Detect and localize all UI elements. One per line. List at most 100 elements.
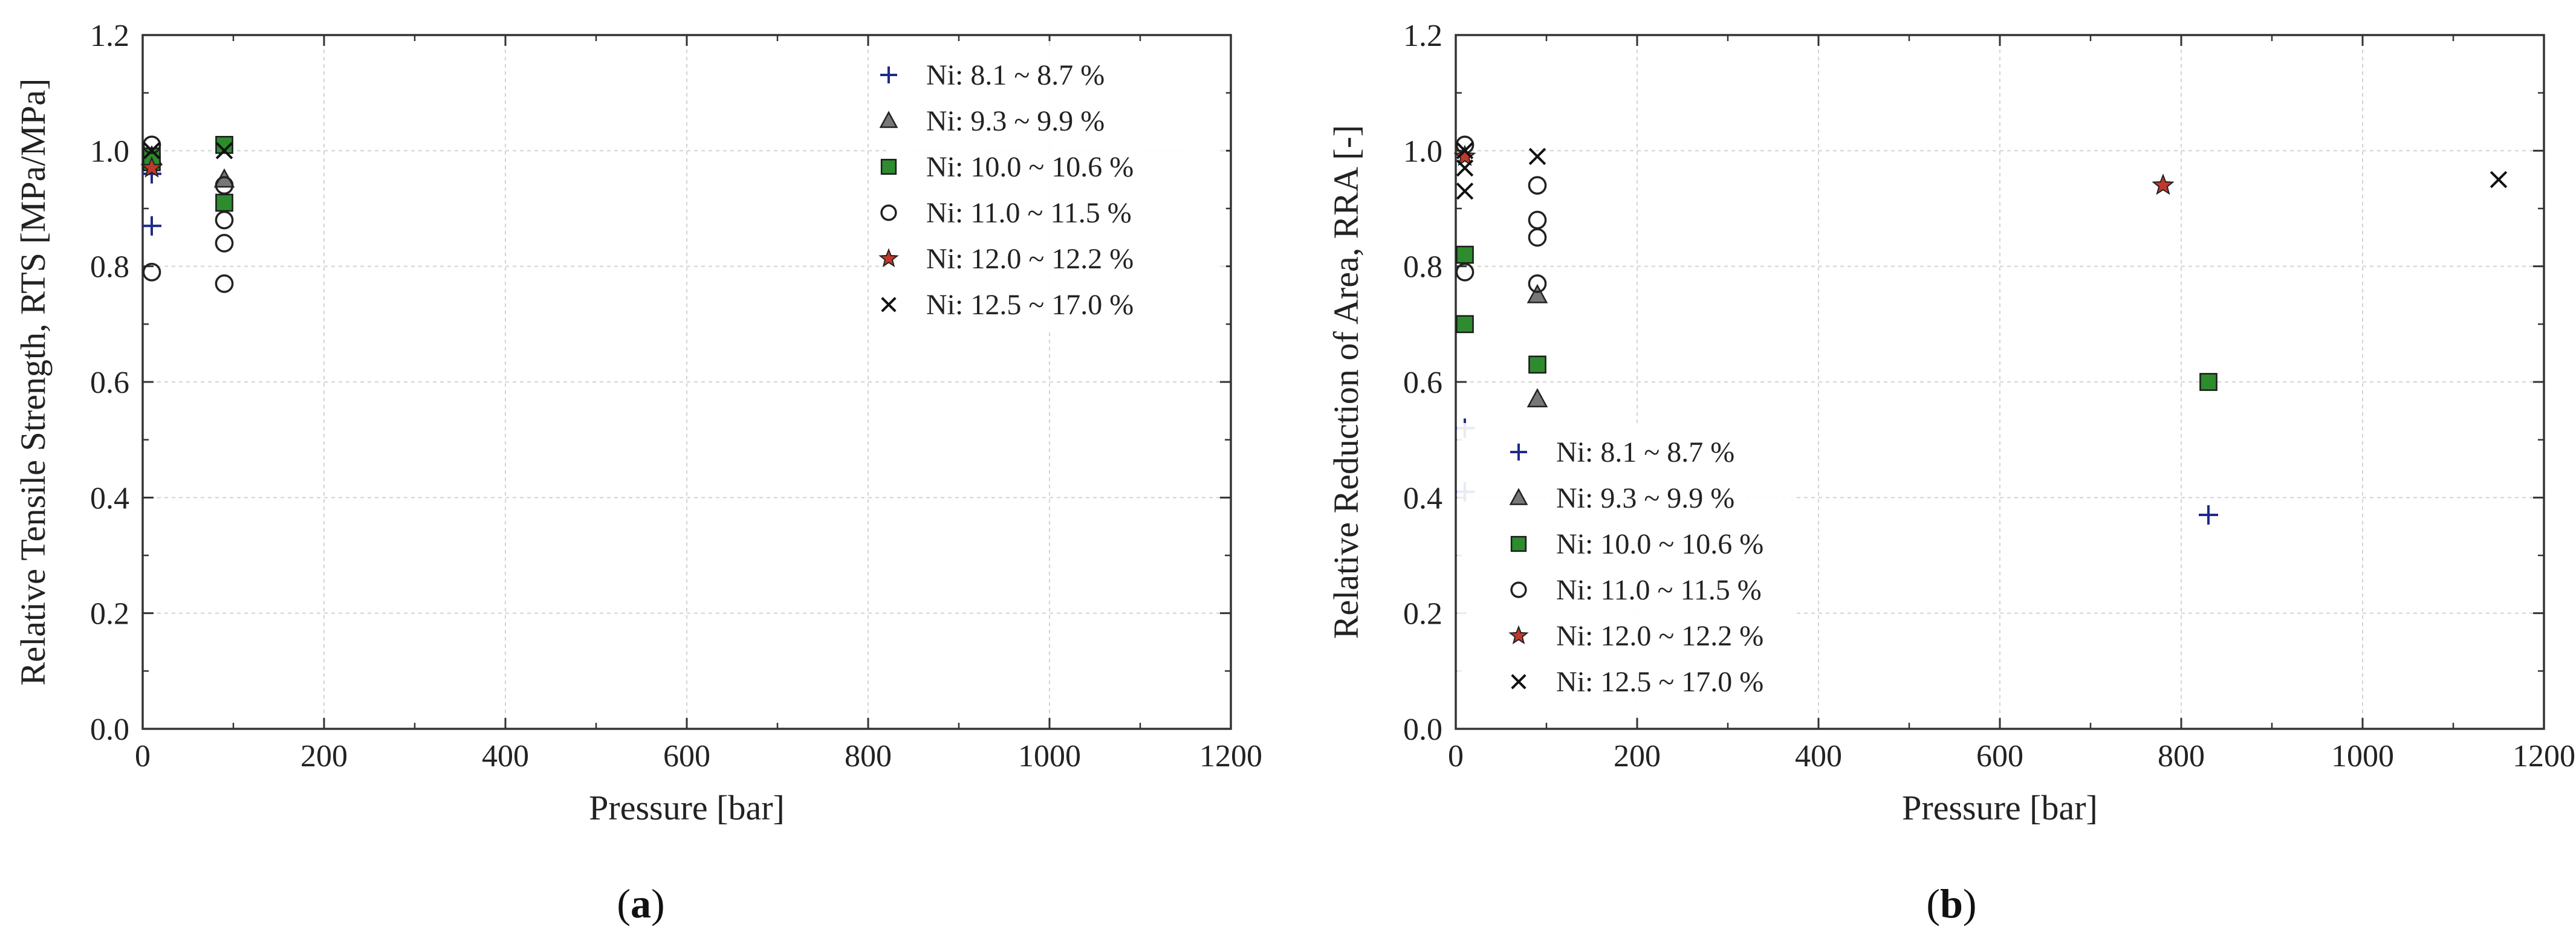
x-tick-label: 1200	[1199, 739, 1262, 774]
y-axis-label: Relative Reduction of Area, RRA [-]	[1326, 125, 1366, 639]
legend-entry-label: Ni: 12.0 ~ 12.2 %	[1556, 620, 1763, 652]
plot-frame	[141, 34, 1232, 730]
data-points	[140, 135, 235, 293]
y-tick-label: 1.0	[90, 134, 129, 169]
data-point-series-1	[2199, 505, 2218, 525]
legend-marker	[1510, 444, 1527, 461]
data-point-series-2	[213, 168, 235, 188]
data-point-series-5	[2152, 173, 2175, 195]
legend-marker	[879, 111, 898, 128]
data-point-series-6	[2490, 170, 2508, 189]
data-point-series-5	[140, 156, 163, 178]
legend-marker	[880, 158, 897, 175]
legend-entry-label: Ni: 12.5 ~ 17.0 %	[926, 289, 1134, 321]
x-tick-label: 800	[2158, 739, 2205, 774]
legend-marker	[1511, 674, 1526, 690]
x-tick-label: 400	[1795, 739, 1842, 774]
x-tick-label: 800	[845, 739, 892, 774]
data-point-series-6	[1456, 183, 1474, 200]
y-tick-label: 0.6	[90, 366, 129, 400]
panel-caption: (b)	[1926, 881, 1976, 926]
y-tick-label: 0.0	[1403, 713, 1442, 747]
legend-marker	[880, 204, 897, 221]
legend-entry-label: Ni: 12.5 ~ 17.0 %	[1556, 666, 1763, 698]
data-points	[1453, 135, 2508, 525]
y-tick-label: 0.8	[1403, 250, 1442, 285]
legend-entry-label: Ni: 8.1 ~ 8.7 %	[1556, 436, 1734, 468]
chart-panel-b: 0 200 400 600 800 1000 1200 0.0 0.2 0.4 0.6 0.8 1.0 1…	[1326, 19, 2575, 926]
data-point-series-3	[1456, 245, 1474, 264]
legend-entry-label: Ni: 9.3 ~ 9.9 %	[926, 105, 1105, 137]
y-tick-label: 0.4	[1403, 481, 1442, 516]
legend-entry-label: Ni: 12.0 ~ 12.2 %	[926, 243, 1134, 275]
legend-marker	[1510, 535, 1527, 552]
data-point-series-4	[1455, 262, 1475, 282]
legend-entry-label: Ni: 11.0 ~ 11.5 %	[926, 197, 1132, 229]
data-point-series-2	[1526, 283, 1548, 303]
data-point-series-6	[1528, 147, 1546, 166]
data-point-series-4	[1528, 228, 1547, 247]
legend: Ni: 8.1 ~ 8.7 % Ni: 9.3 ~ 9.9 % Ni: 10.0 ~…	[878, 41, 1226, 331]
data-point-series-6	[1456, 142, 1474, 160]
x-tick-label: 400	[482, 739, 529, 774]
data-point-series-6	[1456, 159, 1474, 177]
y-tick-label: 0.0	[90, 713, 129, 747]
x-axis-label: Pressure [bar]	[1902, 788, 2098, 827]
data-point-series-6	[215, 142, 233, 160]
data-point-series-4	[215, 210, 234, 230]
chart-panel-a: 0 200 400 600 800 1000 1200 0.0 0.2 0.4 0.6 0.8 1.0 1…	[13, 19, 1262, 926]
data-point-series-4	[1528, 176, 1547, 195]
data-point-series-1	[142, 216, 161, 236]
data-point-series-3	[1528, 355, 1546, 374]
data-point-series-3	[215, 193, 233, 212]
y-tick-label: 0.6	[1403, 366, 1442, 400]
legend-entry-label: Ni: 10.0 ~ 10.6 %	[926, 151, 1134, 183]
data-point-series-4	[215, 234, 234, 253]
legend: Ni: 8.1 ~ 8.7 % Ni: 9.3 ~ 9.9 % Ni: 10.0 ~…	[1457, 423, 1796, 713]
ticks: 0 200 400 600 800 1000 1200 0.0 0.2 0.4 0.6 0.8 1.0 1…	[1403, 19, 2575, 774]
x-tick-label: 1000	[2331, 739, 2394, 774]
legend-marker	[878, 248, 899, 268]
x-tick-label: 0	[1448, 739, 1464, 774]
y-axis-label: Relative Tensile Strength, RTS [MPa/MPa]	[13, 79, 53, 686]
y-tick-label: 0.4	[90, 481, 129, 516]
legend-entry-label: Ni: 10.0 ~ 10.6 %	[1556, 528, 1763, 560]
legend-marker	[1508, 625, 1529, 645]
legend-background	[887, 41, 1226, 331]
x-tick-label: 1200	[2513, 739, 2575, 774]
legend-background	[1457, 423, 1796, 713]
legend-entry-label: Ni: 11.0 ~ 11.5 %	[1556, 574, 1762, 606]
y-tick-label: 0.2	[90, 597, 129, 632]
legend-marker	[880, 66, 897, 83]
x-axis-label: Pressure [bar]	[589, 788, 785, 827]
data-point-series-4	[142, 135, 161, 155]
y-tick-label: 1.2	[90, 19, 129, 53]
data-point-series-4	[1528, 210, 1547, 230]
panel-caption: (a)	[617, 881, 664, 926]
legend-marker	[1510, 581, 1527, 598]
legend-marker	[881, 297, 897, 312]
y-tick-label: 0.2	[1403, 597, 1442, 632]
data-point-series-3	[1456, 315, 1474, 334]
data-point-series-4	[215, 176, 234, 195]
y-tick-label: 1.0	[1403, 134, 1442, 169]
data-point-series-6	[143, 142, 161, 160]
y-tick-label: 0.8	[90, 250, 129, 285]
legend-entry-label: Ni: 8.1 ~ 8.7 %	[926, 59, 1105, 91]
x-tick-label: 600	[1976, 739, 2023, 774]
data-point-series-5	[1453, 144, 1476, 166]
data-point-series-2	[1526, 388, 1548, 407]
x-tick-label: 200	[1614, 739, 1661, 774]
ticks: 0 200 400 600 800 1000 1200 0.0 0.2 0.4 0.6 0.8 1.0 1…	[90, 19, 1262, 774]
x-tick-label: 200	[300, 739, 348, 774]
data-point-series-3	[2199, 373, 2218, 391]
data-point-series-4	[1528, 274, 1547, 293]
x-tick-label: 1000	[1018, 739, 1081, 774]
data-point-series-4	[142, 262, 161, 282]
y-tick-label: 1.2	[1403, 19, 1442, 53]
x-tick-label: 0	[135, 739, 151, 774]
legend-entry-label: Ni: 9.3 ~ 9.9 %	[1556, 482, 1734, 514]
data-point-series-4	[215, 274, 234, 293]
plot-frame	[1455, 34, 2545, 730]
